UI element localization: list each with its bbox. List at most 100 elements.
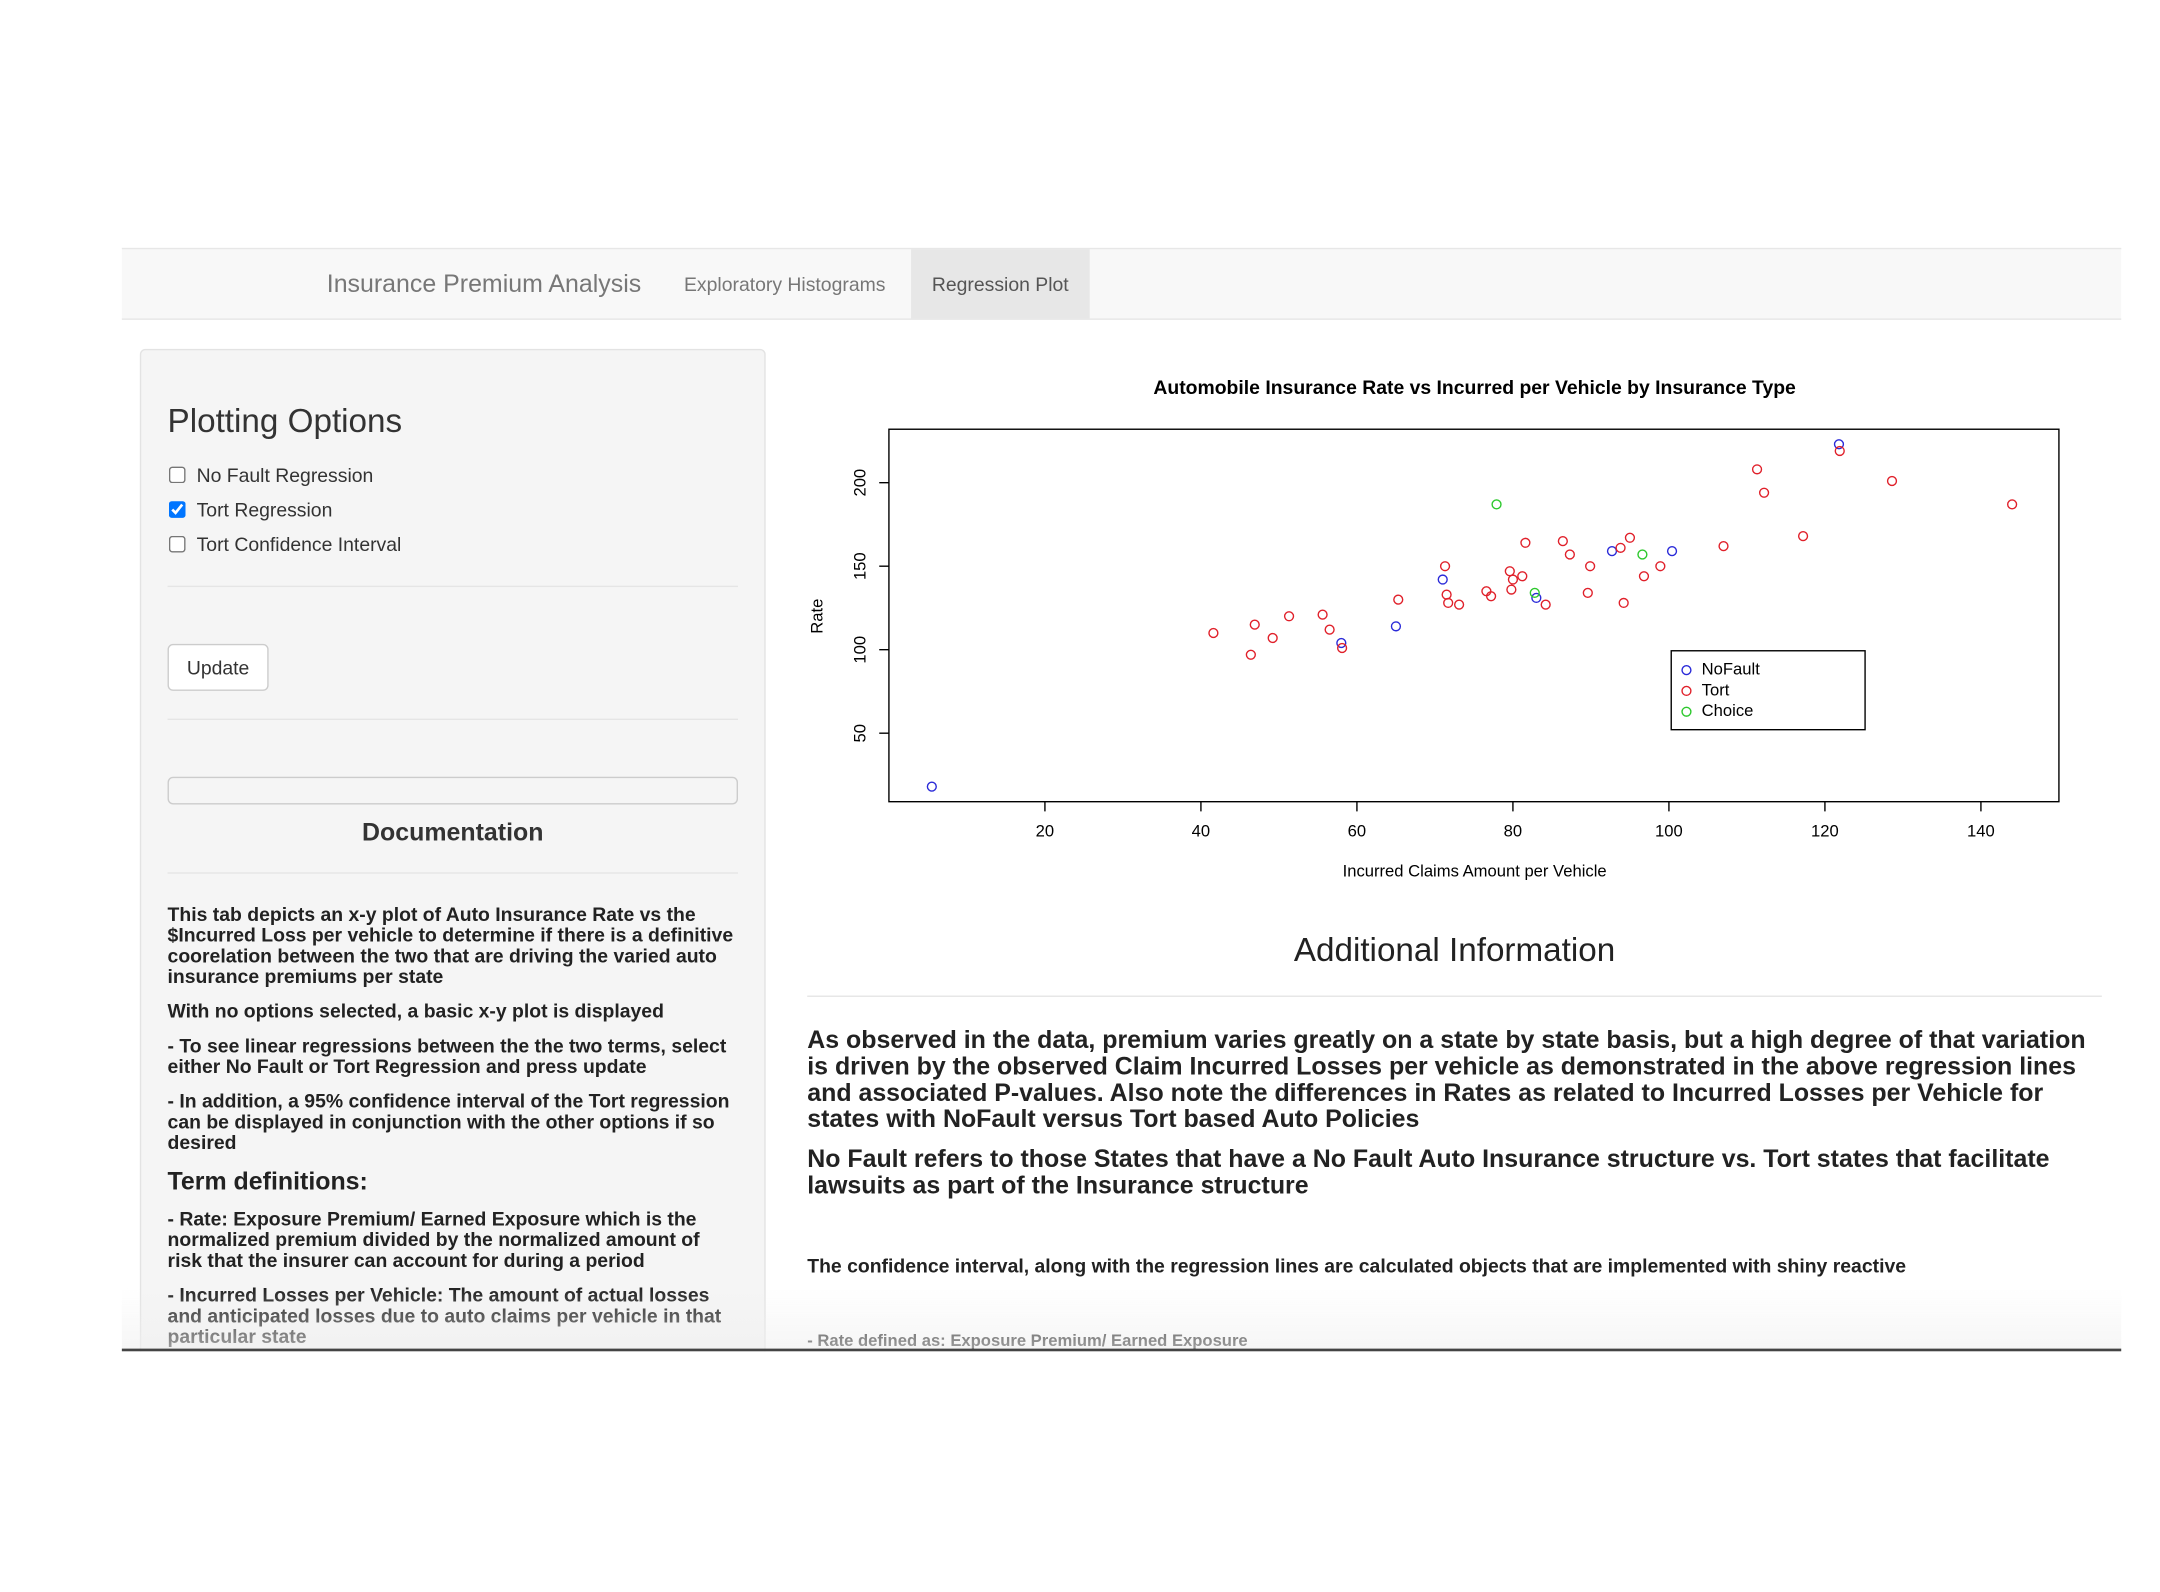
point: [1485, 591, 1497, 602]
info-paragraph: No Fault refers to those States that hav…: [807, 1145, 2050, 1200]
point: [1582, 587, 1593, 599]
y-tick-label: 50: [851, 724, 870, 742]
divider: [167, 585, 738, 588]
viewport: Insurance Premium Analysis Exploratory H…: [121, 247, 2122, 1352]
checkbox-option[interactable]: No Fault Regression: [168, 461, 374, 489]
x-tick-label: 20: [1036, 822, 1054, 841]
x-tick-label: 120: [1811, 822, 1839, 841]
point: [1758, 487, 1770, 498]
point: [1531, 592, 1542, 604]
point: [1834, 445, 1845, 457]
point: [1504, 566, 1515, 577]
point: [1833, 439, 1845, 450]
term-definition: - Rate: Exposure Premium/ Earned Exposur…: [167, 1207, 700, 1272]
update-button[interactable]: Update: [167, 643, 269, 691]
info-paragraph: As observed in the data, premium varies …: [807, 1025, 2086, 1133]
y-tick-label: 150: [851, 552, 870, 580]
point: [1618, 597, 1629, 609]
fade: [121, 1287, 2122, 1349]
point: [1540, 599, 1551, 610]
checkbox-option[interactable]: Tort Regression: [168, 496, 333, 524]
point: [1606, 546, 1618, 557]
point: [1557, 536, 1568, 547]
checkbox[interactable]: [168, 466, 186, 484]
point: [1439, 561, 1451, 572]
checkbox-label: No Fault Regression: [196, 463, 374, 486]
legend-label: Choice: [1702, 701, 1754, 720]
nav-tab[interactable]: Regression Plot: [911, 249, 1090, 319]
checkbox[interactable]: [168, 501, 186, 518]
nav-tab[interactable]: Exploratory Histograms: [683, 272, 886, 295]
point: [1638, 571, 1650, 582]
legend-marker: [1681, 685, 1692, 697]
doc-paragraph: - To see linear regressions between the …: [167, 1034, 727, 1078]
info-note: The confidence interval, along with the …: [807, 1254, 1907, 1277]
point: [1718, 541, 1729, 552]
x-axis-label: Incurred Claims Amount per Vehicle: [1343, 862, 1607, 881]
point: [1283, 611, 1295, 622]
point: [1208, 627, 1219, 639]
point: [1751, 464, 1763, 475]
point: [1585, 561, 1596, 572]
doc-paragraph: - In addition, a 95% confidence interval…: [167, 1089, 730, 1154]
checkbox-label: Tort Regression: [196, 498, 333, 521]
navbar: Insurance Premium Analysis Exploratory H…: [121, 247, 2122, 320]
point: [1393, 594, 1404, 605]
point: [1249, 619, 1260, 630]
point: [1564, 549, 1575, 560]
scatter-chart: Automobile Insurance Rate vs Incurred pe…: [808, 377, 2060, 881]
point: [1886, 475, 1898, 487]
section-heading: Additional Information: [1293, 931, 1616, 970]
point: [1507, 574, 1519, 585]
x-tick-label: 80: [1504, 822, 1522, 841]
legend-label: Tort: [1702, 680, 1730, 699]
point: [1336, 637, 1347, 649]
x-tick-label: 60: [1348, 822, 1366, 841]
point: [1245, 649, 1256, 660]
y-tick-label: 200: [851, 469, 870, 497]
y-axis-label: Rate: [808, 599, 827, 634]
point: [1666, 546, 1678, 557]
divider: [167, 718, 738, 720]
point: [1324, 624, 1335, 635]
y-tick-label: 100: [851, 636, 870, 664]
point: [1443, 597, 1454, 609]
divider: [807, 995, 2102, 997]
doc-title: Documentation: [362, 818, 544, 846]
point: [1267, 632, 1278, 644]
checkbox-option[interactable]: Tort Confidence Interval: [168, 530, 402, 558]
point: [1517, 571, 1528, 582]
progress-bar: [167, 776, 738, 805]
point: [1441, 589, 1452, 600]
point: [1655, 561, 1666, 572]
brand[interactable]: Insurance Premium Analysis: [326, 269, 642, 298]
sidebar-title: Plotting Options: [167, 402, 403, 441]
x-tick-label: 140: [1967, 822, 1995, 841]
point: [1529, 587, 1540, 599]
point: [1336, 642, 1348, 654]
doc-paragraph: This tab depicts an x-y plot of Auto Ins…: [167, 902, 734, 988]
point: [1317, 609, 1328, 620]
point: [1797, 531, 1809, 542]
x-tick-label: 40: [1192, 822, 1210, 841]
point: [1615, 542, 1626, 553]
checkbox[interactable]: [168, 535, 186, 553]
divider: [167, 872, 738, 874]
point: [1637, 549, 1648, 560]
point: [1390, 621, 1402, 632]
plot-frame: [888, 428, 2060, 803]
point: [1506, 584, 1517, 595]
checkbox-label: Tort Confidence Interval: [196, 533, 402, 556]
legend-box: [1670, 650, 1866, 731]
point: [1437, 574, 1448, 585]
legend-marker: [1681, 706, 1692, 717]
point: [1453, 599, 1465, 610]
point: [2006, 499, 2018, 510]
point: [1491, 499, 1502, 510]
x-tick-label: 100: [1655, 822, 1683, 841]
sidebar: Plotting Options No Fault Regression Tor…: [139, 348, 766, 1352]
terms-title: Term definitions:: [167, 1167, 368, 1195]
bottom-edge: [121, 1348, 2122, 1352]
